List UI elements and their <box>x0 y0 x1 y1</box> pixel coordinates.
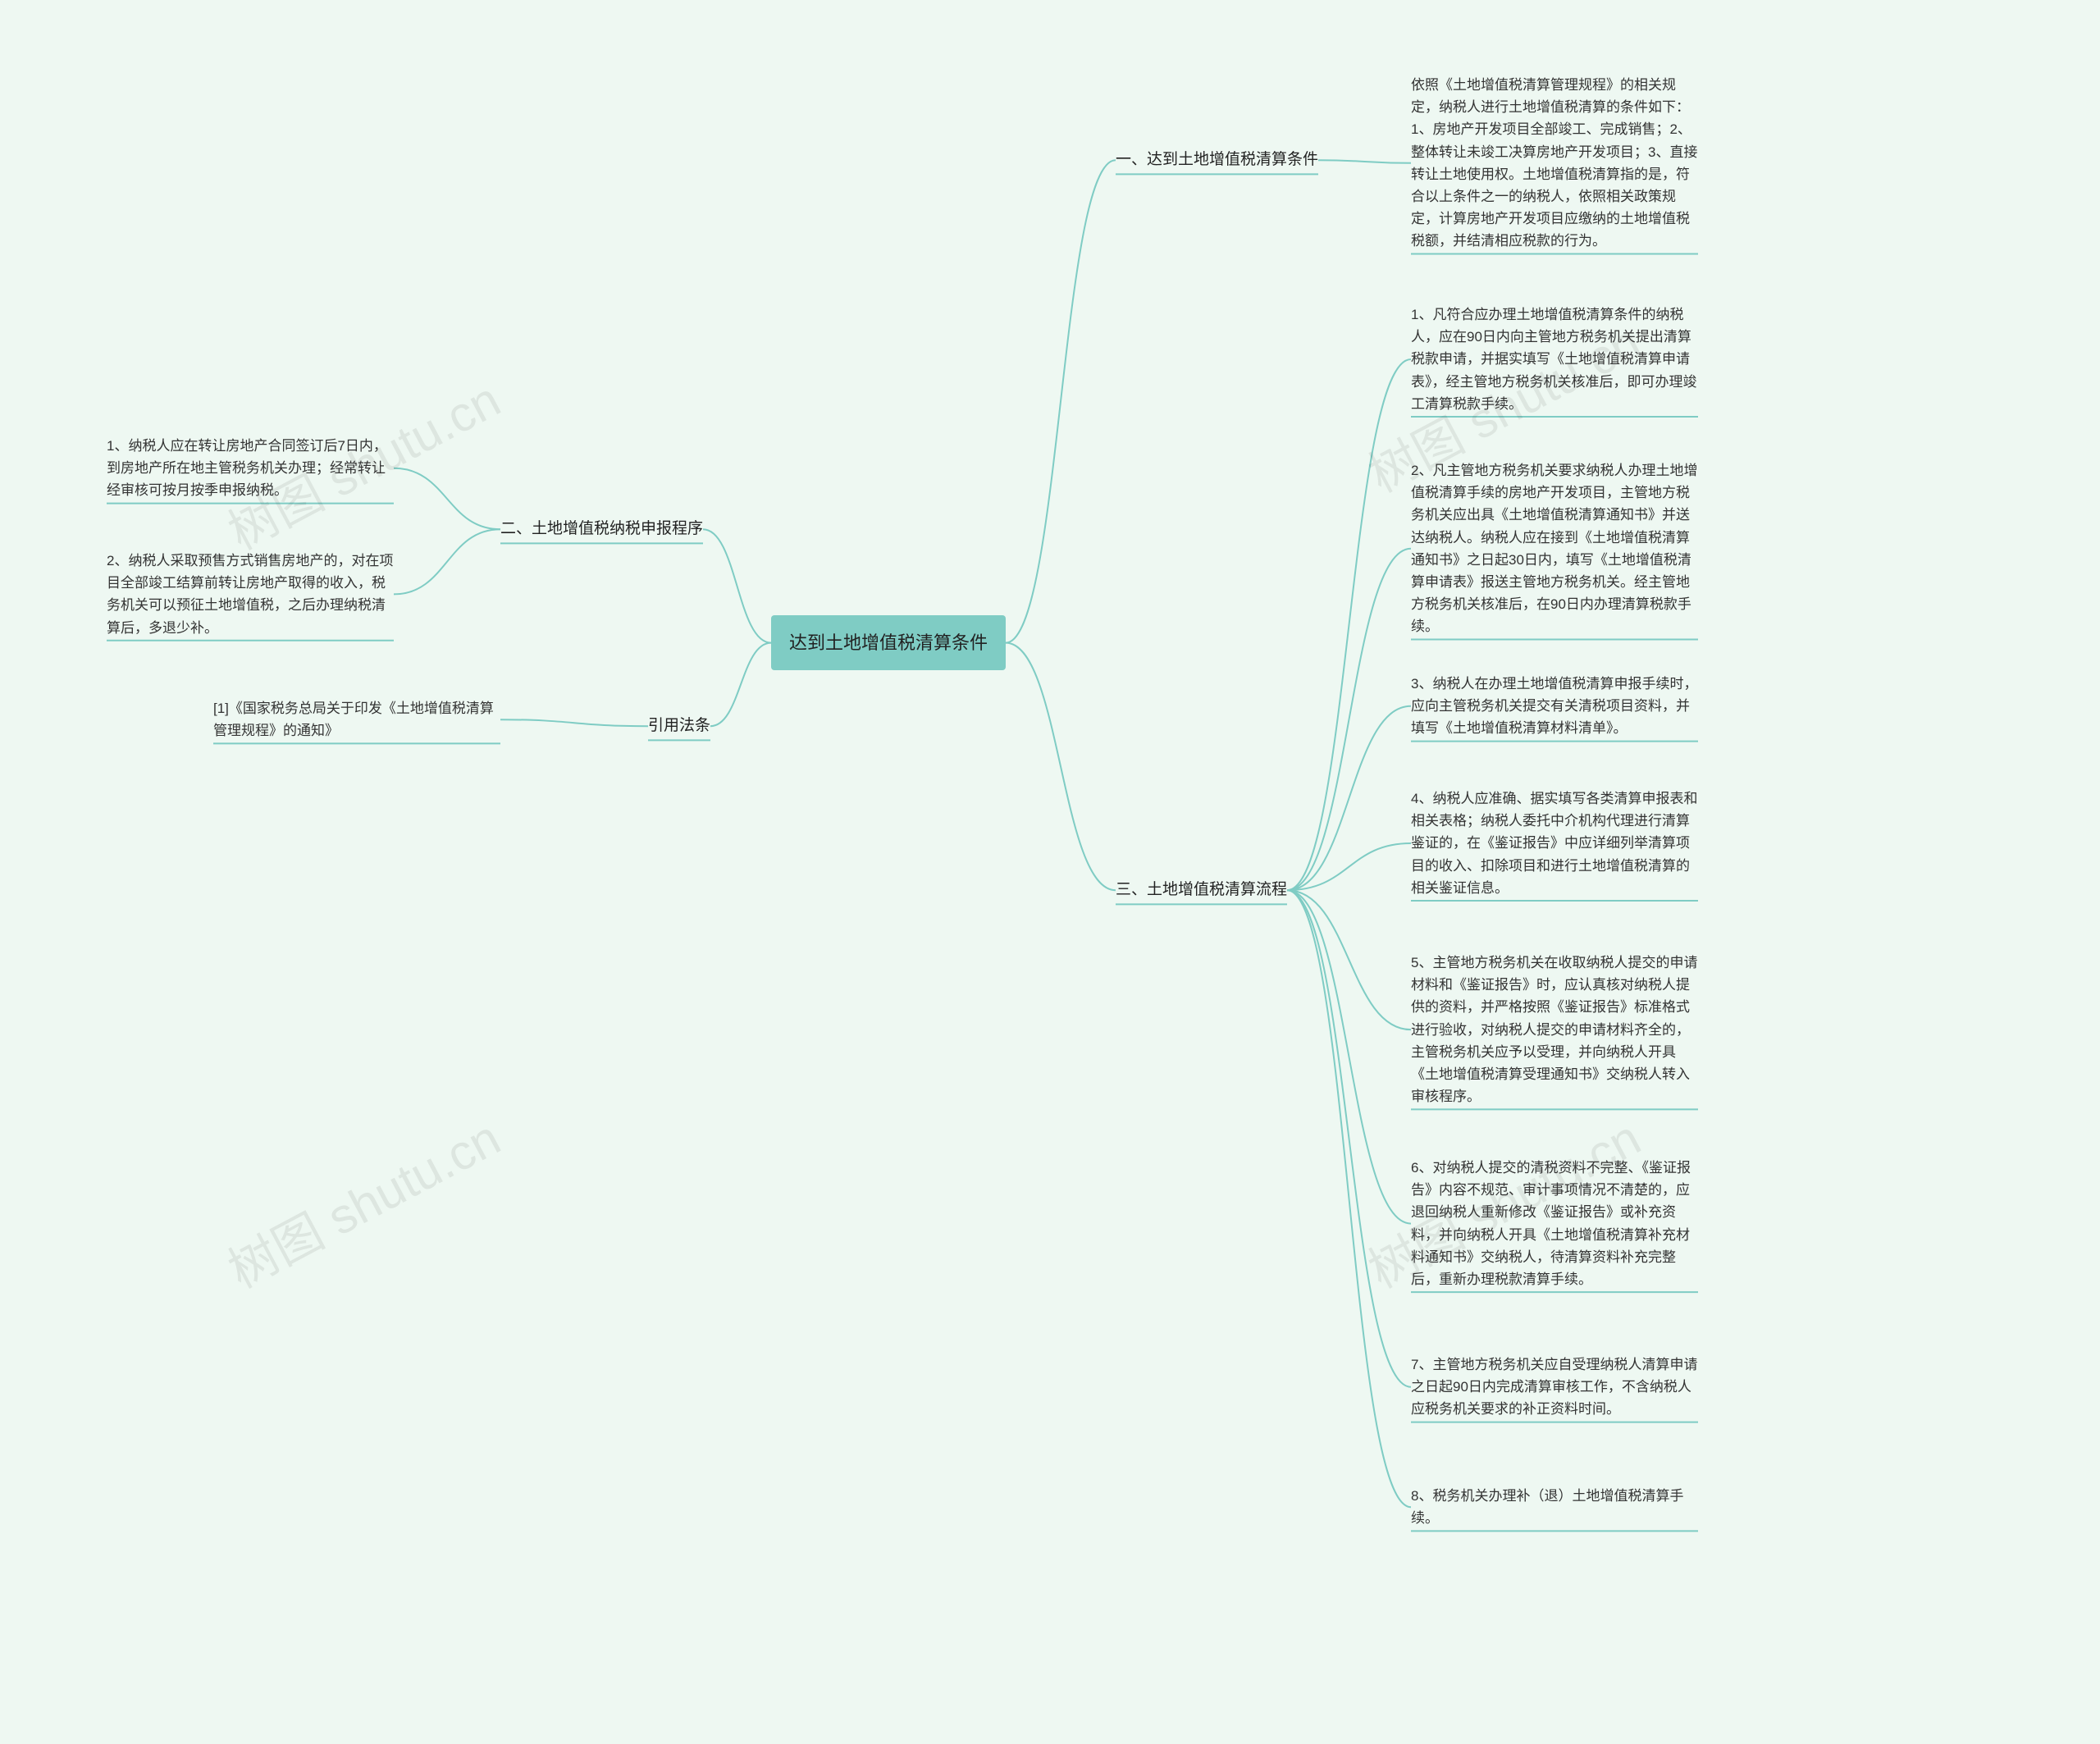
leaf-node: 2、纳税人采取预售方式销售房地产的，对在项目全部竣工结算前转让房地产取得的收入，… <box>107 550 394 639</box>
leaf-node: 依照《土地增值税清算管理规程》的相关规定，纳税人进行土地增值税清算的条件如下：1… <box>1411 74 1698 253</box>
leaf-node: 4、纳税人应准确、据实填写各类清算申报表和相关表格；纳税人委托中介机构代理进行清… <box>1411 788 1698 899</box>
leaf-node: 5、主管地方税务机关在收取纳税人提交的申请材料和《鉴证报告》时，应认真核对纳税人… <box>1411 952 1698 1107</box>
root-node: 达到土地增值税清算条件 <box>771 615 1006 670</box>
leaf-node: 8、税务机关办理补（退）土地增值税清算手续。 <box>1411 1485 1698 1529</box>
leaf-node: 6、对纳税人提交的清税资料不完整、《鉴证报告》内容不规范、审计事项情况不清楚的，… <box>1411 1157 1698 1290</box>
branch-node: 引用法条 <box>648 714 710 738</box>
leaf-node: 2、凡主管地方税务机关要求纳税人办理土地增值税清算手续的房地产开发项目，主管地方… <box>1411 459 1698 638</box>
branch-node: 一、达到土地增值税清算条件 <box>1116 148 1318 172</box>
branch-node: 二、土地增值税纳税申报程序 <box>500 517 703 541</box>
branch-node: 三、土地增值税清算流程 <box>1116 878 1287 902</box>
leaf-node: [1]《国家税务总局关于印发《土地增值税清算管理规程》的通知》 <box>213 697 500 742</box>
leaf-node: 3、纳税人在办理土地增值税清算申报手续时，应向主管税务机关提交有关清税项目资料，… <box>1411 673 1698 740</box>
mindmap-canvas: 树图 shutu.cn树图 shutu.cn树图 shutu.cn树图 shut… <box>0 0 2100 1744</box>
leaf-node: 7、主管地方税务机关应自受理纳税人清算申请之日起90日内完成清算审核工作，不含纳… <box>1411 1354 1698 1421</box>
leaf-node: 1、纳税人应在转让房地产合同签订后7日内，到房地产所在地主管税务机关办理；经常转… <box>107 435 394 502</box>
watermark: 树图 shutu.cn <box>214 1099 511 1302</box>
leaf-node: 1、凡符合应办理土地增值税清算条件的纳税人，应在90日内向主管地方税务机关提出清… <box>1411 304 1698 415</box>
